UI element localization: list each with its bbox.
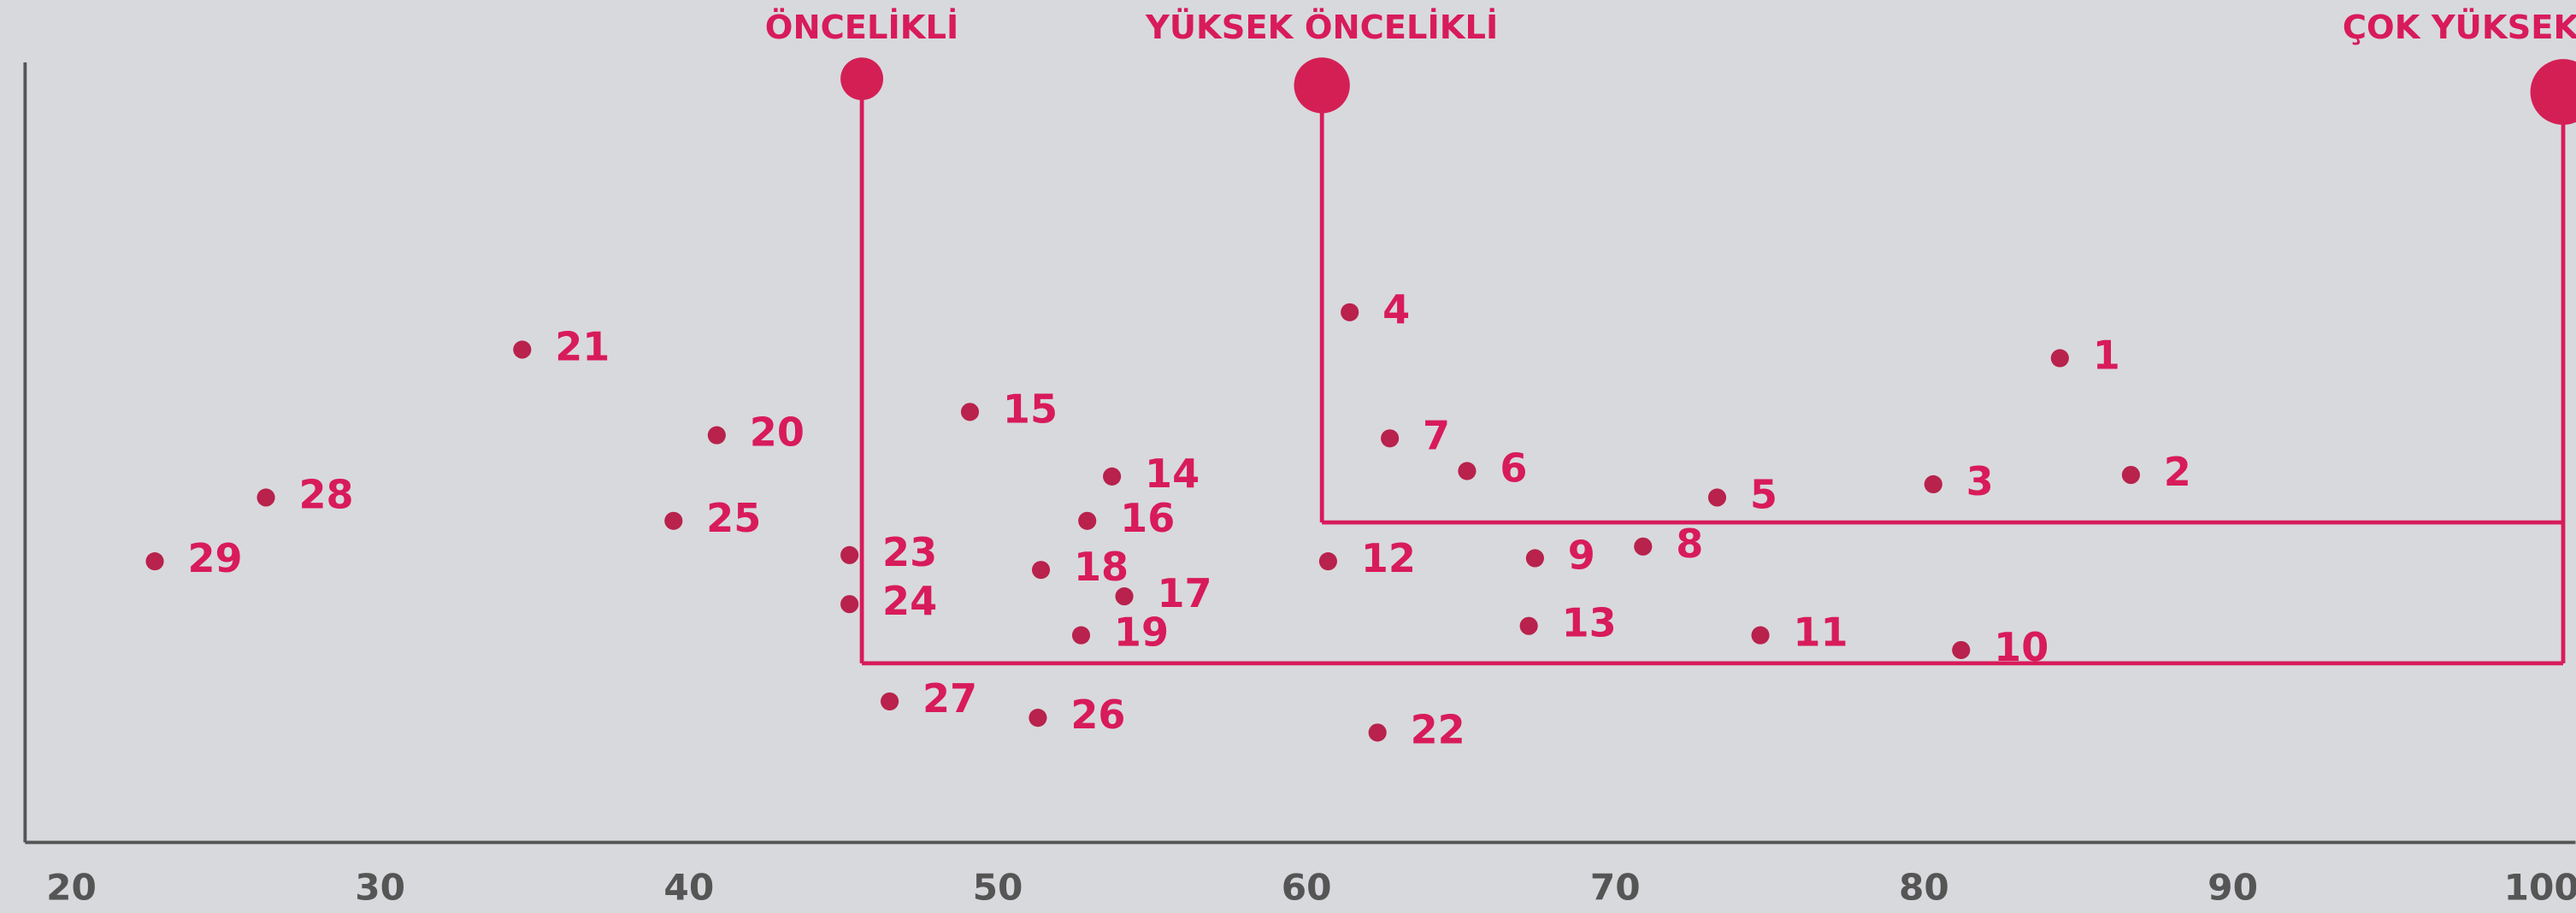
point	[1368, 723, 1387, 742]
point-label: 1	[2093, 332, 2120, 378]
point	[1519, 616, 1538, 635]
point	[1707, 488, 1727, 507]
point-label: 25	[706, 495, 761, 541]
threshold-label: YÜKSEK ÖNCELİKLİ	[1145, 7, 1498, 47]
point	[1341, 303, 1359, 321]
point-label: 6	[1500, 445, 1527, 491]
point-label: 20	[750, 409, 805, 456]
x-tick-label: 90	[2208, 867, 2258, 909]
threshold-marker	[840, 57, 884, 101]
point	[513, 340, 532, 359]
point	[2050, 349, 2069, 368]
point	[840, 595, 859, 614]
point	[1318, 552, 1337, 571]
point	[1078, 511, 1097, 530]
point	[1029, 709, 1047, 727]
point-label: 18	[1074, 544, 1129, 590]
point	[1751, 626, 1770, 645]
x-tick-label: 70	[1590, 867, 1641, 909]
x-tick-label: 30	[355, 867, 405, 909]
point-label: 11	[1793, 610, 1848, 656]
point	[1525, 549, 1544, 568]
x-tick-label: 80	[1899, 867, 1949, 909]
point	[881, 692, 899, 711]
point-label: 8	[1676, 521, 1703, 567]
point-label: 13	[1562, 600, 1617, 646]
point	[2121, 465, 2140, 485]
point	[1952, 640, 1971, 659]
point	[1381, 429, 1400, 448]
point-label: 3	[1966, 458, 1994, 504]
x-tick-label: 60	[1282, 867, 1332, 909]
point	[960, 403, 980, 421]
point	[840, 545, 859, 564]
x-tick-label: 40	[663, 867, 714, 909]
point-label: 29	[187, 535, 242, 581]
point	[256, 488, 275, 507]
threshold-label: ÖNCELİKLİ	[765, 7, 958, 47]
point-label: 19	[1114, 610, 1169, 656]
point-label: 7	[1423, 412, 1450, 458]
point-label: 15	[1003, 386, 1058, 432]
x-tick-label: 100	[2504, 867, 2576, 909]
point	[664, 511, 683, 530]
point-label: 23	[882, 529, 937, 575]
point-label: 28	[298, 471, 353, 517]
threshold-label: ÇOK YÜKSEK ÖNCELİKLİ	[2343, 7, 2576, 47]
point-label: 9	[1568, 532, 1595, 578]
point	[1115, 587, 1134, 606]
threshold-marker	[2530, 59, 2576, 125]
point	[1031, 561, 1051, 580]
point-label: 17	[1157, 570, 1211, 616]
point	[145, 552, 164, 571]
point	[1458, 462, 1477, 480]
point-label: 24	[882, 578, 937, 624]
point	[1634, 537, 1653, 556]
point	[1071, 626, 1091, 645]
point	[707, 426, 726, 445]
point-label: 21	[555, 323, 610, 369]
point-label: 14	[1145, 451, 1200, 497]
point-label: 10	[1994, 624, 2048, 670]
point-label: 12	[1361, 535, 1416, 581]
point-label: 2	[2164, 449, 2191, 495]
point-label: 22	[1411, 706, 1465, 752]
threshold-marker	[1294, 57, 1350, 114]
point	[1924, 474, 1942, 494]
x-tick-label: 50	[973, 867, 1023, 909]
x-tick-label: 20	[46, 867, 97, 909]
point-label: 5	[1750, 471, 1777, 517]
point-label: 27	[923, 675, 977, 722]
point-label: 4	[1382, 286, 1410, 333]
point-label: 26	[1070, 692, 1125, 738]
point-label: 16	[1120, 495, 1175, 541]
point	[1103, 467, 1122, 486]
